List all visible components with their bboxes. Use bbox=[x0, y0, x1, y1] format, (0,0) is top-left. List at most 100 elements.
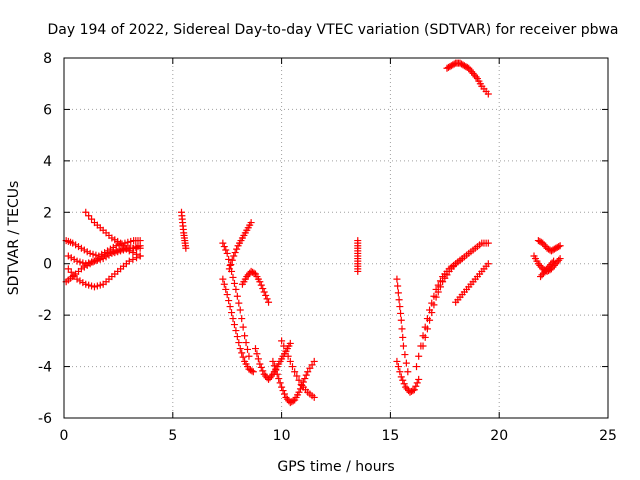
data-point bbox=[288, 363, 296, 371]
data-point bbox=[263, 295, 271, 303]
data-point bbox=[228, 256, 236, 264]
data-point bbox=[430, 301, 438, 309]
data-point bbox=[233, 245, 241, 253]
series-arc-0e bbox=[64, 244, 144, 268]
data-point bbox=[397, 373, 405, 381]
data-point bbox=[284, 352, 292, 360]
data-point bbox=[245, 352, 253, 360]
data-point bbox=[256, 278, 264, 286]
data-point bbox=[238, 349, 246, 357]
data-point bbox=[550, 257, 558, 265]
series-arc-15a bbox=[393, 275, 412, 376]
data-point bbox=[298, 381, 306, 389]
data-point bbox=[222, 285, 230, 293]
y-tick-label: 8 bbox=[43, 51, 52, 67]
series-arc-7a bbox=[219, 239, 253, 360]
data-point bbox=[436, 283, 444, 291]
series-arc-18 bbox=[452, 260, 492, 306]
data-point bbox=[412, 382, 420, 390]
data-point bbox=[279, 387, 287, 395]
chart-title: Day 194 of 2022, Sidereal Day-to-day VTE… bbox=[47, 22, 618, 38]
data-point bbox=[426, 316, 434, 324]
series-arc-22c bbox=[537, 257, 558, 281]
data-point bbox=[280, 342, 288, 350]
data-point bbox=[253, 350, 261, 358]
grid-lines bbox=[64, 58, 608, 418]
data-point bbox=[401, 351, 409, 359]
data-point bbox=[225, 265, 233, 273]
data-point bbox=[230, 252, 238, 260]
data-point bbox=[223, 291, 231, 299]
data-point bbox=[419, 342, 427, 350]
data-point bbox=[286, 357, 294, 365]
plot-frame bbox=[63, 57, 609, 419]
data-point bbox=[404, 368, 412, 376]
y-tick-label: -2 bbox=[38, 308, 52, 324]
data-point bbox=[398, 325, 406, 333]
data-point bbox=[434, 288, 442, 296]
data-point bbox=[248, 367, 256, 375]
series-arc-10 bbox=[278, 337, 318, 401]
data-point bbox=[239, 323, 247, 331]
data-point bbox=[257, 363, 265, 371]
data-point bbox=[225, 255, 233, 263]
data-point bbox=[226, 261, 234, 269]
data-point bbox=[238, 315, 246, 323]
data-point bbox=[310, 357, 318, 365]
data-point bbox=[272, 366, 280, 374]
data-point bbox=[223, 249, 231, 257]
data-point bbox=[229, 273, 237, 281]
data-point bbox=[249, 368, 257, 376]
data-point bbox=[410, 386, 418, 394]
data-point bbox=[229, 315, 237, 323]
data-point bbox=[413, 379, 421, 387]
y-tick-label: 2 bbox=[43, 205, 52, 221]
data-point bbox=[222, 246, 230, 254]
data-point bbox=[254, 355, 262, 363]
data-point bbox=[233, 292, 241, 300]
data-point bbox=[231, 249, 239, 257]
data-point bbox=[310, 393, 318, 401]
data-point bbox=[395, 296, 403, 304]
data-point bbox=[397, 309, 405, 317]
data-point bbox=[400, 380, 408, 388]
data-point bbox=[267, 372, 275, 380]
data-point bbox=[129, 255, 137, 263]
data-point bbox=[259, 285, 267, 293]
data-point bbox=[239, 353, 247, 361]
data-point bbox=[257, 281, 265, 289]
data-point bbox=[236, 345, 244, 353]
x-tick-label: 20 bbox=[490, 428, 508, 444]
data-point bbox=[484, 90, 492, 98]
data-point bbox=[415, 352, 423, 360]
data-point bbox=[484, 239, 492, 247]
data-points bbox=[62, 59, 564, 407]
y-tick-label: -6 bbox=[38, 411, 52, 427]
data-point bbox=[458, 255, 466, 263]
data-point bbox=[556, 242, 564, 250]
data-point bbox=[278, 337, 286, 345]
data-point bbox=[415, 375, 423, 383]
data-point bbox=[393, 357, 401, 365]
y-axis-label: SDTVAR / TECUs bbox=[6, 181, 22, 296]
data-point bbox=[219, 275, 227, 283]
y-tick-label: 4 bbox=[43, 154, 52, 170]
series-arc-16b bbox=[419, 255, 466, 350]
series-arc-0c bbox=[64, 252, 144, 291]
y-tick-label: 6 bbox=[43, 102, 52, 118]
data-point bbox=[413, 363, 421, 371]
data-point bbox=[256, 360, 264, 368]
data-point bbox=[227, 261, 235, 269]
data-point bbox=[278, 383, 286, 391]
data-point bbox=[230, 321, 238, 329]
series-arc-13 bbox=[354, 237, 362, 275]
data-point bbox=[555, 243, 563, 251]
data-point bbox=[259, 367, 267, 375]
data-point bbox=[265, 298, 273, 306]
data-point bbox=[244, 345, 252, 353]
y-tick-label: 0 bbox=[43, 257, 52, 273]
data-point bbox=[484, 260, 492, 268]
data-point bbox=[235, 339, 243, 347]
data-point bbox=[247, 219, 255, 227]
data-point bbox=[276, 379, 284, 387]
